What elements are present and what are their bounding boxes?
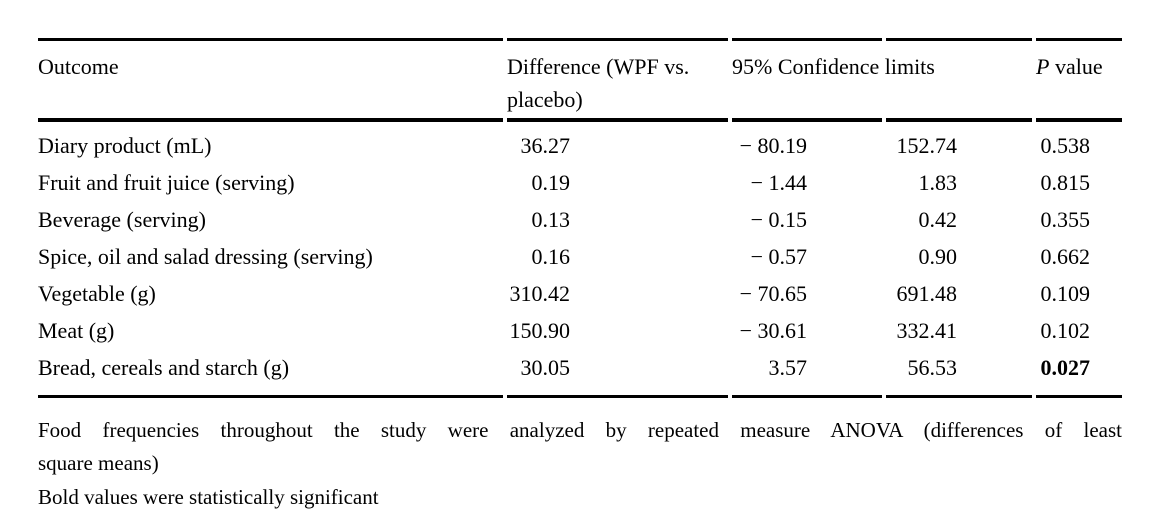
column-header-outcome: Outcome xyxy=(38,54,119,79)
rule-segment xyxy=(732,118,882,122)
table-row-bread-cereals-starch: Bread, cereals and starch (g) 30.05 3.57… xyxy=(38,349,1122,386)
rule-segment xyxy=(1036,395,1122,398)
table-row-meat: Meat (g) 150.90 − 30.61 332.41 0.102 xyxy=(38,312,1122,349)
cl-upper-cell: 0.42 xyxy=(918,207,958,232)
table-top-rule xyxy=(38,38,1122,41)
outcome-cell: Spice, oil and salad dressing (serving) xyxy=(38,244,373,269)
p-value-label-rest: value xyxy=(1049,54,1103,79)
cl-lower-cell: − 80.19 xyxy=(739,133,807,158)
rule-segment xyxy=(1036,118,1122,122)
p-value-cell: 0.815 xyxy=(1040,170,1091,195)
rule-segment xyxy=(38,118,503,122)
difference-cell: 310.42 xyxy=(509,281,571,306)
rule-segment xyxy=(732,38,882,41)
cl-lower-cell: − 0.15 xyxy=(750,207,807,232)
outcome-cell: Diary product (mL) xyxy=(38,133,212,158)
p-value-cell-significant: 0.027 xyxy=(1040,355,1091,380)
cl-lower-cell: − 1.44 xyxy=(750,170,807,195)
table-row-beverage: Beverage (serving) 0.13 − 0.15 0.42 0.35… xyxy=(38,201,1122,238)
cl-upper-cell: 56.53 xyxy=(907,355,958,380)
rule-segment xyxy=(507,395,728,398)
outcome-cell: Beverage (serving) xyxy=(38,207,206,232)
rule-segment xyxy=(507,118,728,122)
rule-segment xyxy=(507,38,728,41)
table-row-spice-oil-dressing: Spice, oil and salad dressing (serving) … xyxy=(38,238,1122,275)
outcome-cell: Meat (g) xyxy=(38,318,115,343)
outcome-cell: Fruit and fruit juice (serving) xyxy=(38,170,295,195)
p-value-cell: 0.662 xyxy=(1040,244,1091,269)
cl-lower-cell: 3.57 xyxy=(768,355,808,380)
difference-cell: 36.27 xyxy=(520,133,571,158)
rule-segment xyxy=(886,395,1032,398)
column-header-difference: Difference (WPF vs. placebo) xyxy=(507,54,690,112)
cl-lower-cell: − 30.61 xyxy=(739,318,807,343)
p-value-cell: 0.109 xyxy=(1040,281,1091,306)
column-header-confidence-limits: 95% Confidence limits xyxy=(732,54,935,79)
p-value-italic-letter: P xyxy=(1036,54,1050,79)
cl-upper-cell: 332.41 xyxy=(896,318,958,343)
outcome-cell: Vegetable (g) xyxy=(38,281,156,306)
cl-upper-cell: 0.90 xyxy=(918,244,958,269)
table-bottom-rule xyxy=(38,395,1122,398)
rule-segment xyxy=(1036,38,1122,41)
bold-significance-note: Bold values were statistically significa… xyxy=(38,485,379,509)
table-row-dairy-product: Diary product (mL) 36.27 − 80.19 152.74 … xyxy=(38,127,1122,164)
table-footnotes: Food frequencies throughout the study we… xyxy=(38,414,1122,514)
cl-upper-cell: 1.83 xyxy=(918,170,958,195)
difference-cell: 30.05 xyxy=(520,355,571,380)
table-row-vegetable: Vegetable (g) 310.42 − 70.65 691.48 0.10… xyxy=(38,275,1122,312)
rule-segment xyxy=(732,395,882,398)
cl-lower-cell: − 0.57 xyxy=(750,244,807,269)
difference-cell: 0.13 xyxy=(531,207,571,232)
table-header-row: Outcome Difference (WPF vs. placebo) 95%… xyxy=(38,41,1122,118)
cl-lower-cell: − 70.65 xyxy=(739,281,807,306)
cl-upper-cell: 152.74 xyxy=(896,133,958,158)
difference-cell: 150.90 xyxy=(509,318,571,343)
difference-cell: 0.19 xyxy=(531,170,571,195)
table-body: Diary product (mL) 36.27 − 80.19 152.74 … xyxy=(38,122,1122,395)
difference-cell: 0.16 xyxy=(531,244,571,269)
table-row-fruit-juice: Fruit and fruit juice (serving) 0.19 − 1… xyxy=(38,164,1122,201)
rule-segment xyxy=(38,395,503,398)
column-header-p-value: P value xyxy=(1036,41,1122,118)
anova-footnote-line1: Food frequencies throughout the study we… xyxy=(38,418,1122,442)
p-value-cell: 0.102 xyxy=(1040,318,1091,343)
outcome-cell: Bread, cereals and starch (g) xyxy=(38,355,290,380)
anova-footnote-line2: square means) xyxy=(38,451,159,475)
rule-segment xyxy=(886,118,1032,122)
p-value-cell: 0.355 xyxy=(1040,207,1091,232)
cl-upper-cell: 691.48 xyxy=(896,281,958,306)
rule-segment xyxy=(38,38,503,41)
results-table: Outcome Difference (WPF vs. placebo) 95%… xyxy=(38,38,1122,398)
rule-segment xyxy=(886,38,1032,41)
p-value-cell: 0.538 xyxy=(1040,133,1091,158)
table-header-rule xyxy=(38,118,1122,122)
